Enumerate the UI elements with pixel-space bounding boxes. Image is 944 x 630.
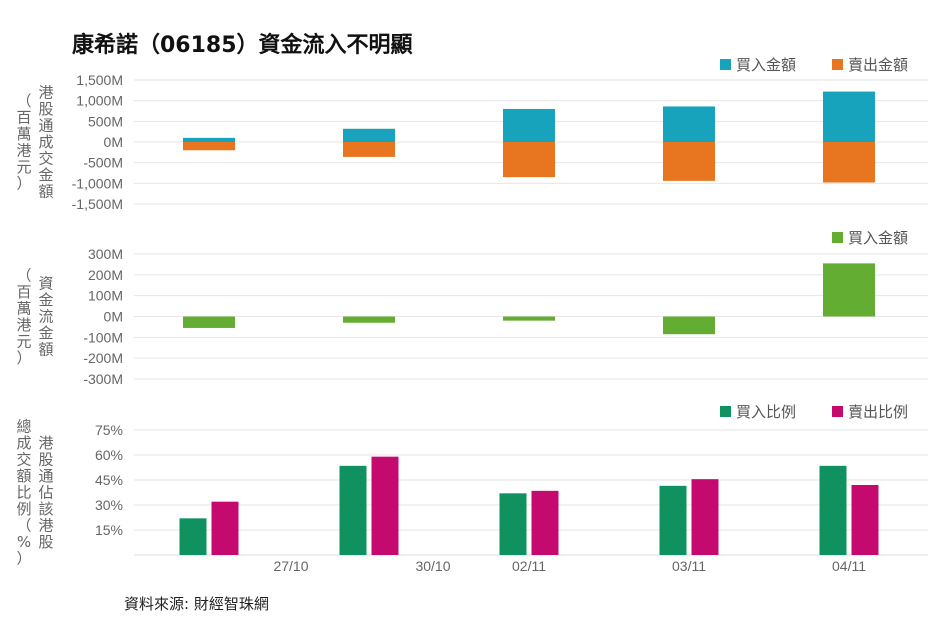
bar-net_flow-s0-1 <box>343 316 395 323</box>
y-tick-label: -1,000M <box>72 175 123 191</box>
bar-ratio-s0-2 <box>499 493 527 555</box>
bar-net_flow-s0-0 <box>183 316 235 328</box>
bar-ratio-s1-4 <box>851 485 879 555</box>
y-axis-label: （百萬港元） <box>16 266 31 367</box>
y-axis-label: 港股通成交金額 <box>38 84 53 201</box>
y-tick-label: 300M <box>88 246 123 262</box>
bar-net_flow-s0-2 <box>503 316 555 321</box>
y-tick-label: 15% <box>95 522 123 538</box>
bar-ratio-s0-1 <box>339 465 367 555</box>
bar-turnover-s1-0 <box>183 142 235 151</box>
panel-turnover: 1,500M 1,000M 500M 0M -500M -1,000M -1,500M 買入金… <box>16 56 928 212</box>
x-tick-label: 04/11 <box>832 558 866 574</box>
bar-ratio-s0-3 <box>659 485 687 555</box>
x-tick-label: 27/10 <box>273 558 308 574</box>
bar-ratio-s0-0 <box>179 518 207 555</box>
x-tick-label: 03/11 <box>672 558 706 574</box>
bar-turnover-s0-4 <box>823 91 875 142</box>
bar-turnover-s0-2 <box>503 108 555 142</box>
y-tick-label: -500M <box>83 155 123 171</box>
bar-ratio-s1-1 <box>371 456 399 555</box>
y-axis-label: 資金流金額 <box>38 275 53 359</box>
bar-turnover-s0-0 <box>183 137 235 142</box>
y-tick-label: -100M <box>83 329 123 345</box>
y-tick-label: -1,500M <box>72 196 123 212</box>
bar-turnover-s1-4 <box>823 142 875 183</box>
legend-label: 買入比例 <box>736 403 796 421</box>
legend-label: 賣出金額 <box>848 56 908 74</box>
legend-label: 買入金額 <box>736 56 796 74</box>
chart-panels: 1,500M 1,000M 500M 0M -500M -1,000M -1,500M 買入金… <box>16 56 928 574</box>
y-tick-label: 500M <box>88 113 123 129</box>
y-tick-label: 60% <box>95 447 123 463</box>
y-tick-label: 0M <box>104 309 123 325</box>
legend-swatch <box>832 59 843 70</box>
bar-turnover-s0-1 <box>343 128 395 142</box>
bar-ratio-s0-4 <box>819 465 847 555</box>
y-tick-label: 45% <box>95 472 123 488</box>
y-axis-label: （百萬港元） <box>16 92 31 193</box>
x-tick-label: 30/10 <box>415 558 450 574</box>
y-tick-label: 30% <box>95 497 123 513</box>
legend-swatch <box>832 232 843 243</box>
bar-turnover-s0-3 <box>663 106 715 142</box>
y-tick-label: -200M <box>83 350 123 366</box>
bar-ratio-s1-2 <box>531 490 559 555</box>
bar-ratio-s1-0 <box>211 501 239 555</box>
y-tick-label: 200M <box>88 267 123 283</box>
legend-label: 賣出比例 <box>848 403 908 421</box>
y-axis-label: 總成交額比例（%） <box>16 418 31 568</box>
y-axis-label: 港股通佔該港股 <box>38 434 53 551</box>
legend-swatch <box>720 406 731 417</box>
y-tick-label: 75% <box>95 422 123 438</box>
bar-net_flow-s0-4 <box>823 263 875 317</box>
bar-turnover-s1-2 <box>503 142 555 178</box>
legend-swatch <box>720 59 731 70</box>
x-tick-label: 02/11 <box>512 558 546 574</box>
chart-title: 康希諾（06185）資金流入不明顯 <box>72 32 413 58</box>
bar-net_flow-s0-3 <box>663 316 715 335</box>
bar-turnover-s1-1 <box>343 142 395 157</box>
y-tick-label: 1,000M <box>76 93 123 109</box>
y-tick-label: 100M <box>88 288 123 304</box>
legend-swatch <box>832 406 843 417</box>
y-tick-label: 1,500M <box>76 72 123 88</box>
source-note: 資料來源: 財經智珠網 <box>124 595 269 613</box>
legend-label: 買入金額 <box>848 229 908 247</box>
bar-ratio-s1-3 <box>691 479 719 555</box>
bar-turnover-s1-3 <box>663 142 715 181</box>
y-tick-label: -300M <box>83 371 123 387</box>
y-tick-label: 0M <box>104 134 123 150</box>
